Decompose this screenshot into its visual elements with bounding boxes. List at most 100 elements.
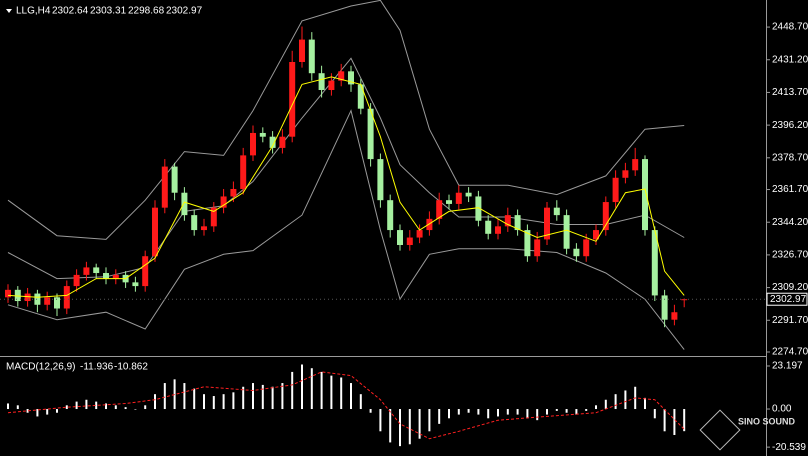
candle-body xyxy=(54,297,60,309)
macd-bar xyxy=(46,409,49,415)
macd-bar xyxy=(399,409,401,447)
candle-body xyxy=(44,297,51,305)
macd-bar xyxy=(134,409,137,410)
macd-bar xyxy=(310,368,313,410)
candle-body xyxy=(397,230,403,246)
macd-bar xyxy=(212,396,215,410)
watermark: SINO SOUND xyxy=(738,416,796,426)
candle-body xyxy=(34,293,41,305)
candle-body xyxy=(671,312,678,320)
candle-body xyxy=(377,159,384,201)
header-high: 2303.31 xyxy=(90,6,127,17)
y-tick-label: 23.197 xyxy=(772,361,803,372)
candle-body xyxy=(642,159,648,231)
bollinger-upper xyxy=(7,0,685,240)
macd-bar xyxy=(369,409,372,413)
macd-bar xyxy=(261,384,264,410)
candle-body xyxy=(240,155,247,189)
macd-bar xyxy=(585,409,588,411)
y-tick-label: 2396.20 xyxy=(772,120,808,131)
menu-arrow xyxy=(6,9,12,13)
candle-body xyxy=(112,274,119,279)
candle-body xyxy=(171,166,178,193)
macd-bar xyxy=(683,409,686,432)
macd-bar xyxy=(389,409,392,443)
y-tick-label: 2274.70 xyxy=(772,347,808,358)
macd-bar xyxy=(75,401,78,410)
macd-bar xyxy=(428,409,431,432)
candle-body xyxy=(553,207,560,216)
macd-bar xyxy=(222,394,225,410)
macd-bar xyxy=(644,397,646,410)
candle-body xyxy=(436,200,443,219)
macd-signal: -10.862 xyxy=(114,362,148,373)
macd-bar xyxy=(56,409,58,413)
macd-bar xyxy=(663,409,666,432)
macd-bar xyxy=(467,409,470,413)
macd-bar xyxy=(575,409,578,415)
candle-body xyxy=(152,207,158,257)
candle-body xyxy=(259,132,266,137)
candle-body xyxy=(83,267,90,275)
candle-body xyxy=(455,192,462,204)
candle-body xyxy=(181,192,188,216)
candle-body xyxy=(426,218,433,231)
macd-bar xyxy=(16,405,19,410)
macd-signal-line xyxy=(7,371,685,440)
candle-body xyxy=(563,215,570,249)
y-tick-label: 0.00 xyxy=(772,404,792,415)
candle-body xyxy=(299,39,305,62)
macd-bar xyxy=(105,403,107,410)
candle-body xyxy=(161,166,168,208)
candle-body xyxy=(338,71,345,81)
candle-body xyxy=(201,226,207,231)
candle-body xyxy=(220,196,227,208)
candle-body xyxy=(289,61,296,137)
macd-bar xyxy=(124,407,127,410)
candle-body xyxy=(14,289,21,302)
candle-body xyxy=(230,188,237,197)
macd-bar xyxy=(624,390,627,410)
macd-bar xyxy=(85,399,88,410)
candle-body xyxy=(279,136,286,148)
candle-body xyxy=(318,73,325,91)
candle-body xyxy=(367,108,374,160)
candle-body xyxy=(132,282,139,287)
bollinger-lower xyxy=(7,109,685,350)
macd-bar xyxy=(379,409,382,432)
candle-body xyxy=(348,71,354,85)
candle-body xyxy=(210,207,217,227)
header-open: 2302.64 xyxy=(52,6,89,17)
macd-bar xyxy=(26,409,29,413)
candle-body xyxy=(534,239,541,257)
candle-body xyxy=(612,177,619,203)
macd-bar xyxy=(497,409,499,417)
candle-body xyxy=(406,237,413,246)
candle-body xyxy=(573,248,580,257)
macd-bar xyxy=(183,383,186,410)
candle-body xyxy=(24,293,31,302)
macd-bar xyxy=(232,392,235,410)
candle-body xyxy=(63,286,70,309)
last-price-box xyxy=(766,292,808,306)
candle-body xyxy=(357,84,364,109)
candle-body xyxy=(661,295,668,320)
macd-bar xyxy=(526,409,529,419)
macd-bar xyxy=(457,409,460,415)
candle-body xyxy=(583,239,590,257)
candle-body xyxy=(328,80,335,91)
macd-bar xyxy=(418,409,421,439)
candle-body xyxy=(524,230,531,257)
candle-body xyxy=(632,159,639,171)
y-tick-label: 2413.70 xyxy=(772,87,808,98)
macd-bar xyxy=(271,386,274,410)
y-tick-label: 2291.70 xyxy=(772,315,808,326)
symbol: LLG,H4 xyxy=(16,6,51,17)
macd-main: -11.936 xyxy=(80,362,114,373)
candle-body xyxy=(73,274,80,287)
candle-body xyxy=(446,200,452,204)
macd-bar xyxy=(163,383,166,410)
header-close: 2302.97 xyxy=(166,6,203,17)
